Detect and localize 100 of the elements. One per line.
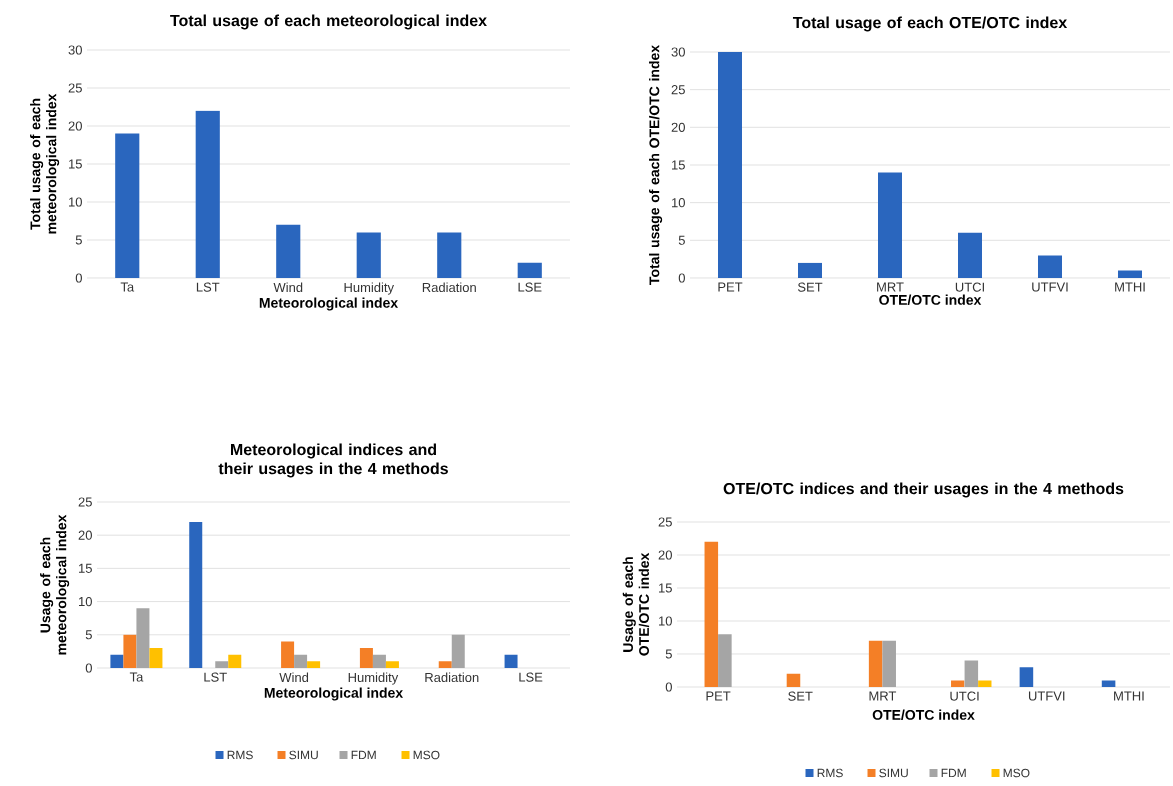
x-tick-label: Radiation [425,672,479,683]
y-tick-label: 20 [78,530,92,540]
y-tick-label: 15 [79,563,92,573]
y-tick-label: 5 [665,649,672,659]
chart-title: Total usage of each OTE/OTC index [792,16,1068,32]
chart-title: OTE/OTC indices and their usages in the 4 methods [723,482,1124,498]
bar [276,224,301,278]
bar [1019,667,1034,687]
bar [958,232,982,278]
x-tick-label: Radiation [422,282,476,293]
y-tick-label: 10 [79,596,92,607]
bar [294,654,308,668]
x-tick-label: MTHI [1115,282,1145,292]
y-tick-label: 25 [658,517,672,527]
x-tick-label: Humidity [348,672,399,685]
x-tick-label: LST [196,282,220,292]
bar [504,654,518,668]
y-tick-label: 20 [658,550,672,560]
x-tick-label: UTFVI [1032,282,1068,292]
y-tick-label: 25 [671,85,685,95]
y-tick-label: 5 [85,630,92,640]
bar [951,680,965,687]
y-axis-title: Usage of each meteorological index [40,514,70,655]
chart-title: Total usage of each meteorological index [170,14,487,30]
y-tick-label: 0 [85,663,92,673]
y-tick-label: 0 [665,682,672,692]
x-tick-label: Wind [279,672,309,683]
x-tick-label: LST [204,672,227,682]
legend-label: RMS [227,750,253,760]
legend-label: SIMU [879,768,908,778]
bar [228,654,242,668]
y-tick-label: 30 [671,47,685,57]
x-tick-label: SET [788,691,813,701]
bar [978,680,992,687]
bar [1101,680,1116,687]
x-tick-label: LSE [519,672,543,682]
y-tick-label: 15 [672,160,685,170]
bar [704,541,719,687]
y-axis-title: Total usage of each OTE/OTC index [649,45,663,285]
x-tick-label: LSE [518,282,542,292]
x-tick-label: MRT [869,691,897,701]
y-tick-label: 20 [68,121,82,131]
legend-label: MSO [1003,768,1030,778]
bar [1038,255,1062,278]
x-tick-label: Wind [273,282,303,293]
x-tick-label: Ta [129,672,144,682]
y-tick-label: 15 [659,583,672,593]
y-tick-label: 5 [678,235,685,245]
bar [115,133,140,278]
y-tick-label: 0 [678,273,685,283]
x-tick-label: Humidity [344,282,395,295]
bar [798,262,822,278]
bar [281,641,295,668]
x-axis-title: OTE/OTC index [872,709,975,721]
x-tick-label: UTCI [955,282,984,292]
y-tick-label: 10 [69,197,82,207]
y-tick-label: 10 [659,616,672,626]
bar [882,640,896,687]
legend-label: FDM [351,750,376,760]
y-tick-label: 25 [78,497,92,507]
bar [123,634,137,668]
bar [517,262,542,278]
bar [964,660,979,687]
x-tick-label: SET [797,282,823,292]
bar [718,634,732,687]
x-axis-title: OTE/OTC index [879,294,982,306]
x-tick-label: Ta [120,282,135,292]
bar [438,661,452,668]
bar [868,640,883,687]
x-tick-label: UTFVI [1028,691,1065,701]
bar [372,654,386,668]
bar [718,51,742,278]
y-tick-label: 25 [68,83,82,93]
y-tick-label: 15 [69,159,82,169]
bar [356,232,381,278]
y-axis-title: Usage of each OTE/OTC index [622,552,650,656]
x-tick-label: UTCI [950,691,979,701]
bar [149,648,163,668]
bar [385,661,399,668]
bar [359,648,373,668]
bar [451,634,465,668]
y-axis-title: Total usage of each meteorological index [30,93,60,234]
bar [786,673,801,687]
legend-label: MSO [413,750,440,760]
y-tick-label: 20 [671,122,685,132]
bar [110,654,124,668]
bar [189,521,203,668]
bar [136,608,150,668]
y-tick-label: 5 [75,235,82,245]
bar [437,232,462,278]
bar [307,661,321,668]
x-tick-label: PET [706,691,731,701]
y-tick-label: 30 [68,45,82,55]
bar [215,661,229,668]
bar [1118,270,1142,278]
x-tick-label: MTHI [1114,691,1144,701]
x-axis-title: Meteorological index [259,297,399,311]
y-tick-label: 0 [75,273,82,283]
x-tick-label: PET [718,282,743,292]
x-tick-label: MRT [877,282,904,292]
